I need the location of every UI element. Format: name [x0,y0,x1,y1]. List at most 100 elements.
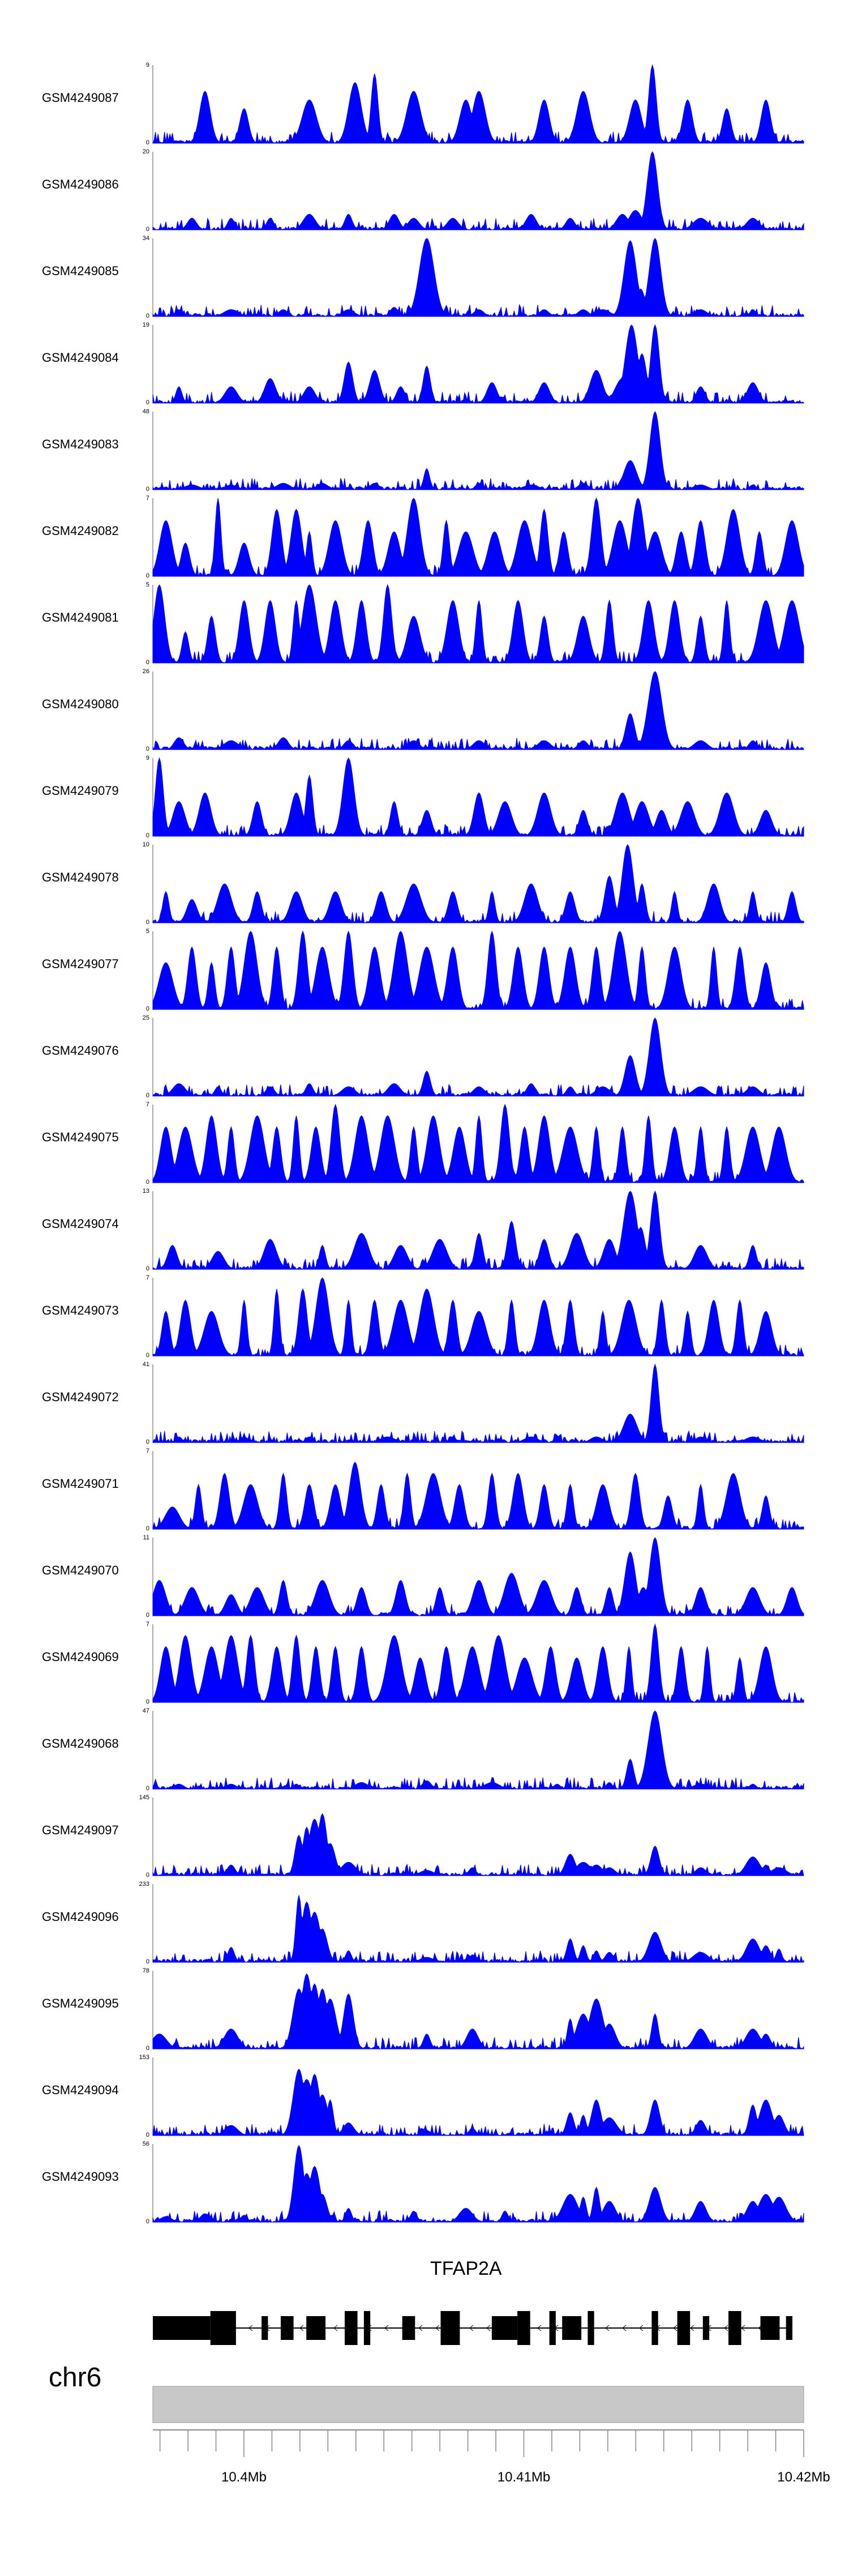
y-min-label: 0 [145,1439,149,1445]
track-label: GSM4249068 [42,1736,119,1751]
y-max-label: 7 [145,1101,149,1108]
strand-arrow [605,2325,610,2331]
y-max-label: 48 [142,408,149,415]
y-max-label: 26 [142,668,149,675]
y-min-label: 0 [145,1698,149,1705]
track-label: GSM4249095 [42,1996,119,2010]
y-max-label: 145 [139,1794,149,1801]
track-label: GSM4249074 [42,1217,119,1231]
coverage-area [152,2068,804,2137]
strand-arrow [435,2325,440,2331]
coverage-area [152,1623,804,1703]
coverage-area [152,238,804,317]
y-min-label: 0 [145,1005,149,1012]
y-max-label: 7 [145,1621,149,1628]
x-tick-label: 10.41Mb [497,2470,551,2485]
track-label: GSM4249096 [42,1910,119,1924]
exon-block [363,2311,371,2345]
strand-arrow [741,2325,745,2331]
strand-arrow [469,2325,474,2331]
strand-arrow [622,2325,627,2331]
track-label: GSM4249075 [42,1130,119,1144]
coverage-area [152,410,804,491]
y-max-label: 20 [142,148,149,155]
y-min-label: 0 [145,746,149,752]
exon-block [562,2316,582,2340]
y-max-label: 25 [142,1015,149,1021]
strand-arrow [639,2325,644,2331]
y-max-label: 9 [145,755,149,761]
coverage-area [152,1017,804,1097]
y-max-label: 11 [143,1534,149,1541]
strand-arrow [690,2325,694,2331]
track-label: GSM4249097 [42,1823,119,1837]
y-max-label: 5 [145,928,149,935]
exon-block [261,2316,268,2340]
y-max-label: 7 [145,1448,149,1454]
coverage-area [152,1895,804,1963]
exon-block [153,2316,211,2340]
coverage-area [152,64,804,144]
coverage-area [152,757,804,837]
strand-arrow [418,2325,423,2331]
y-max-label: 153 [139,2054,149,2061]
coverage-area [152,1537,804,1616]
track-label: GSM4249093 [42,2170,119,2184]
y-max-label: 34 [142,235,149,242]
exon-block [306,2316,326,2340]
y-min-label: 0 [145,1265,149,1272]
coverage-area [152,1973,804,2049]
track-label: GSM4249069 [42,1650,119,1664]
y-max-label: 56 [142,2141,149,2147]
track-label: GSM4249086 [42,177,119,191]
coverage-area [152,844,804,923]
track-label: GSM4249080 [42,697,119,711]
track-label: GSM4249094 [42,2083,119,2097]
exon-block [702,2316,710,2340]
y-min-label: 0 [145,659,149,666]
track-label: GSM4249084 [42,350,119,365]
track-label: GSM4249076 [42,1043,119,1058]
exon-block [491,2316,518,2340]
y-min-label: 0 [145,399,149,406]
chromosome-ideogram [152,2386,804,2423]
y-min-label: 0 [145,1612,149,1619]
x-tick-label: 10.4Mb [221,2470,267,2485]
y-min-label: 0 [145,1958,149,1965]
track-label: GSM4249077 [42,957,119,971]
y-max-label: 78 [142,1967,149,1974]
exon-block [760,2316,780,2340]
strand-arrow [673,2325,678,2331]
strand-arrow [248,2325,253,2331]
exon-block [651,2311,658,2345]
coverage-area [152,1190,804,1270]
track-label: GSM4249081 [42,610,119,624]
y-min-label: 0 [145,313,149,319]
track-label: GSM4249087 [42,91,119,105]
track-label: GSM4249070 [42,1563,119,1577]
coverage-area [152,1103,804,1183]
x-tick-label: 10.42Mb [777,2470,830,2485]
exon-block [402,2316,415,2340]
strand-arrow [724,2325,728,2331]
y-min-label: 0 [145,1785,149,1792]
y-min-label: 0 [145,919,149,926]
exon-block [517,2311,530,2345]
coverage-area [152,1813,804,1877]
track-label: GSM4249083 [42,437,119,451]
track-label: GSM4249082 [42,524,119,538]
y-max-label: 19 [142,322,149,328]
strand-arrow [333,2325,338,2331]
strand-arrow [384,2325,389,2331]
y-min-label: 0 [145,486,149,493]
y-min-label: 0 [145,2045,149,2052]
exon-block [345,2311,358,2345]
y-min-label: 0 [145,2132,149,2138]
exon-block [728,2311,741,2345]
coverage-area [152,497,804,577]
exon-block [281,2316,294,2340]
track-label: GSM4249079 [42,784,119,798]
track-label: GSM4249072 [42,1390,119,1404]
y-max-label: 47 [142,1708,149,1714]
